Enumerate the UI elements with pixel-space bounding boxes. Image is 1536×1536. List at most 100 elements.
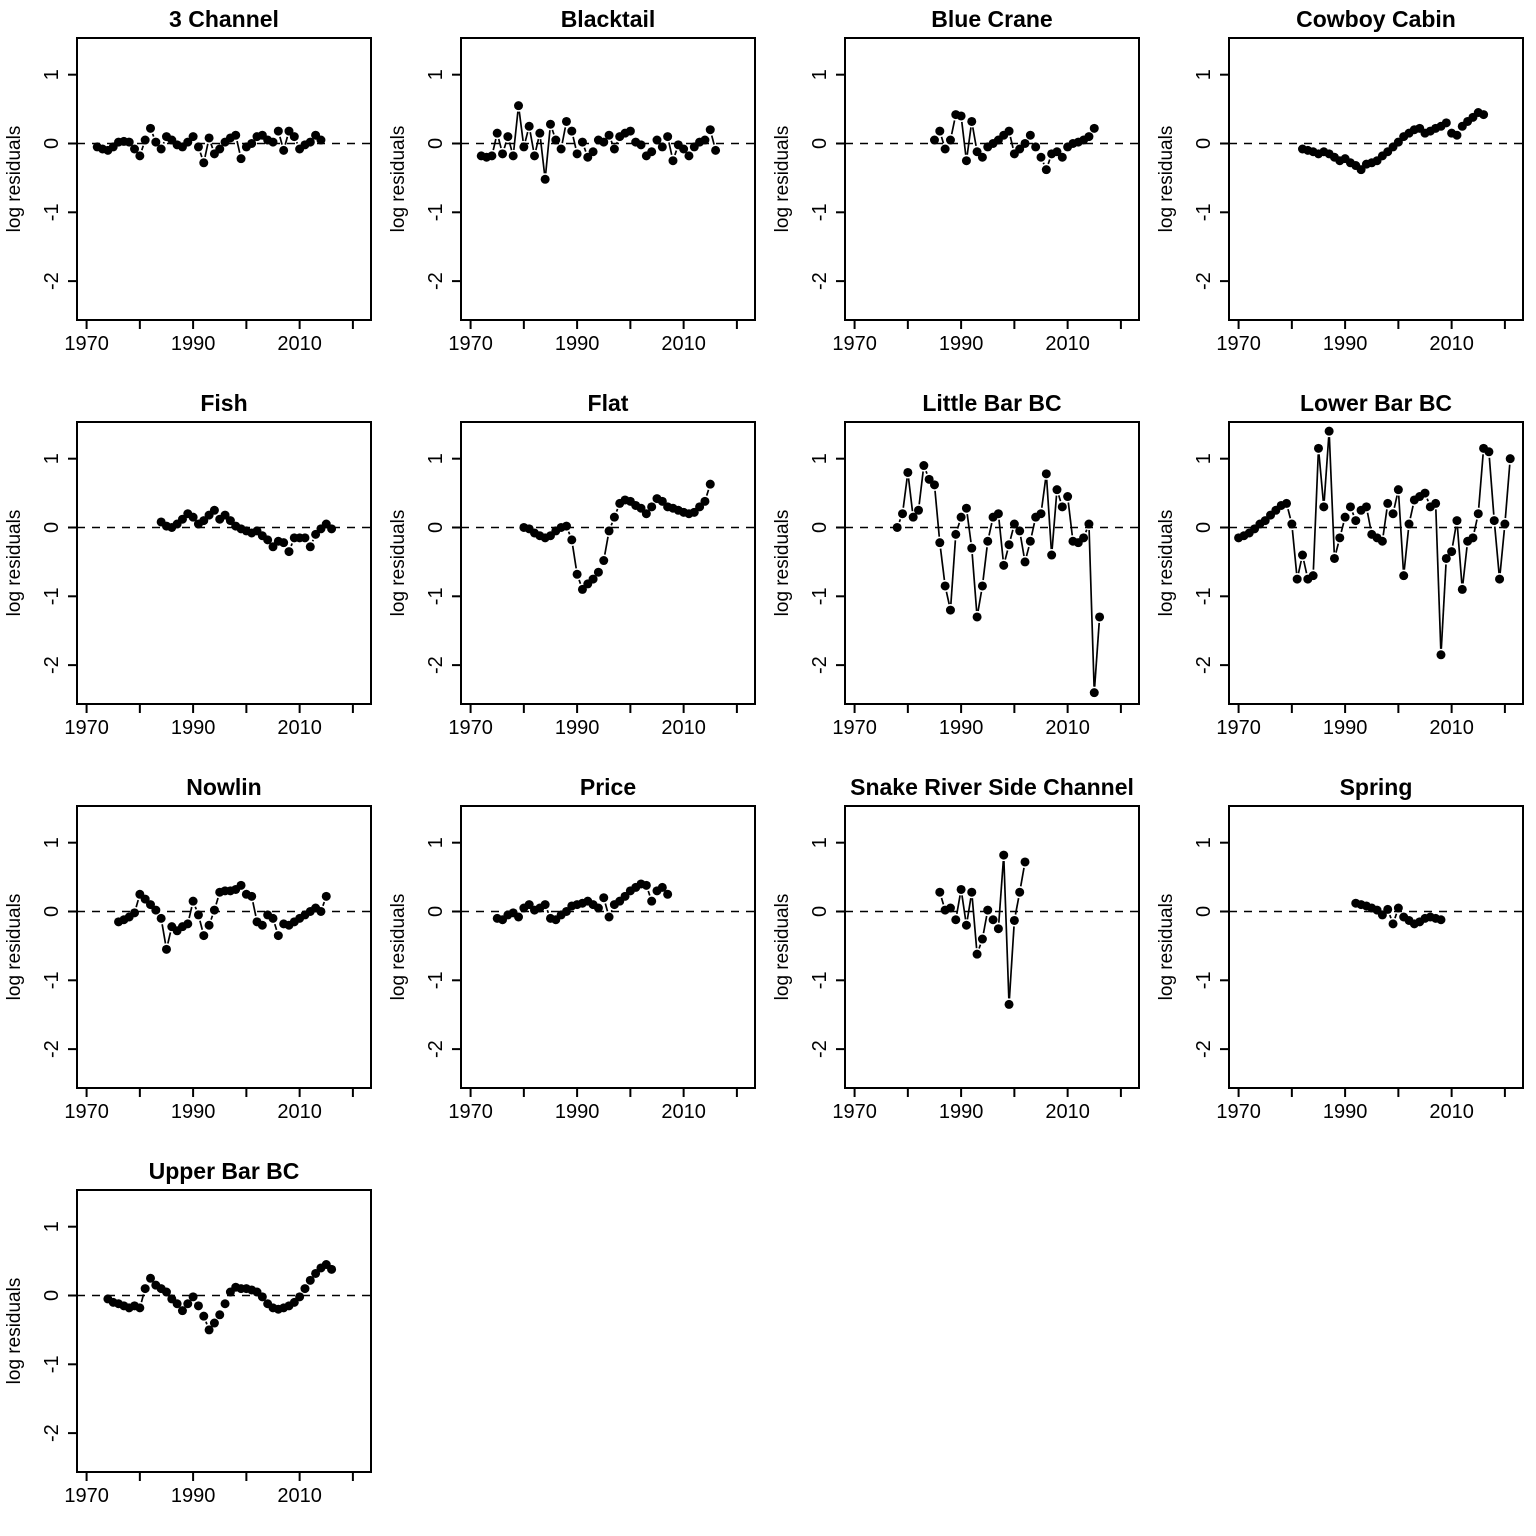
data-point	[1335, 533, 1345, 543]
y-axis: 1 0 -1 -2	[425, 69, 461, 290]
data-point	[1319, 502, 1329, 512]
x-axis: 1970 1990 2010	[832, 1088, 1122, 1123]
data-points	[929, 110, 1099, 175]
line-segment	[1318, 454, 1325, 501]
data-point	[124, 137, 134, 147]
panel-title: Spring	[1340, 774, 1413, 800]
y-tick-label: 1	[1193, 837, 1215, 848]
x-tick-label: 2010	[661, 1101, 706, 1123]
data-point	[1020, 857, 1030, 867]
line-segment	[204, 143, 209, 158]
y-tick-label: -2	[809, 656, 831, 674]
data-points	[892, 461, 1105, 698]
plot-area: 1970 1990 2010 1 0 -1 -2	[41, 805, 372, 1123]
x-tick-label: 2010	[1045, 1101, 1090, 1123]
data-point	[188, 1292, 198, 1302]
line-segment	[1047, 159, 1051, 165]
x-tick-label: 2010	[1045, 333, 1090, 355]
data-point	[652, 135, 662, 145]
y-axis: 1 0 -1 -2	[1193, 69, 1229, 290]
line-segment	[1093, 622, 1101, 687]
data-point	[300, 533, 310, 543]
plot-area: 1970 1990 2010 1 0 -1 -2	[41, 37, 372, 355]
y-tick-label: 0	[809, 522, 831, 533]
series-line	[140, 1294, 208, 1325]
data-point	[305, 542, 315, 552]
panel-title: Blue Crane	[931, 6, 1052, 32]
line-segment	[966, 898, 972, 920]
panel-title: Nowlin	[186, 774, 261, 800]
line-segment	[279, 136, 283, 145]
data-point	[209, 1318, 219, 1328]
data-point	[1441, 553, 1451, 563]
data-point	[305, 137, 315, 147]
data-point	[705, 125, 715, 135]
x-tick-label: 1970	[64, 1485, 109, 1507]
data-point	[636, 140, 646, 150]
data-point	[1436, 915, 1446, 925]
data-point	[1287, 519, 1297, 529]
data-point	[1436, 650, 1446, 660]
chart-panel-spring: Spring log residuals 1970 1990 2010 1 0 -1 -2	[1152, 768, 1536, 1152]
line-segment	[162, 141, 165, 144]
x-tick-label: 1990	[555, 717, 600, 739]
y-tick-label: 1	[425, 69, 447, 80]
line-segment	[578, 579, 582, 585]
line-segment	[925, 470, 928, 475]
plot-area: 1970 1990 2010 1 0 -1 -2	[425, 421, 756, 739]
data-point	[945, 605, 955, 615]
chart-panel-blue-crane: Blue Crane log residuals 1970 1990 2010 1 0 -…	[768, 0, 1152, 384]
y-axis-label: log residuals	[1156, 510, 1177, 617]
x-axis: 1970 1990 2010	[448, 704, 738, 739]
y-tick-label: 0	[425, 906, 447, 917]
line-segment	[705, 489, 710, 496]
line-segment	[236, 140, 241, 153]
line-segment	[205, 1321, 208, 1325]
data-point	[156, 913, 166, 923]
y-tick-label: 1	[809, 453, 831, 464]
data-point	[604, 130, 614, 140]
y-axis: 1 0 -1 -2	[809, 69, 845, 290]
data-point	[668, 156, 678, 166]
line-segment	[940, 897, 945, 905]
data-point	[951, 529, 961, 539]
y-axis: 1 0 -1 -2	[1193, 837, 1229, 1058]
data-point	[700, 135, 710, 145]
y-axis: 1 0 -1 -2	[425, 837, 461, 1058]
data-point	[1452, 516, 1462, 526]
data-point	[945, 135, 955, 145]
data-point	[961, 503, 971, 513]
y-axis: 1 0 -1 -2	[41, 69, 77, 290]
data-point	[599, 556, 609, 566]
x-axis: 1970 1990 2010	[1216, 320, 1506, 355]
line-segment	[1040, 479, 1047, 508]
series-line	[492, 111, 715, 174]
line-segment	[1042, 162, 1045, 165]
data-point	[188, 896, 198, 906]
line-segment	[710, 135, 715, 145]
series-line	[567, 489, 710, 585]
line-segment	[529, 132, 535, 151]
data-point	[498, 149, 508, 159]
line-segment	[551, 129, 555, 135]
data-point	[898, 509, 908, 519]
data-point	[236, 154, 246, 164]
data-point	[641, 880, 651, 890]
line-segment	[1328, 437, 1336, 553]
data-point	[967, 543, 977, 553]
x-tick-label: 1970	[1216, 333, 1261, 355]
y-tick-label: -1	[41, 1355, 63, 1373]
line-segment	[199, 920, 204, 930]
y-axis-label: log residuals	[772, 894, 793, 1001]
line-segment	[668, 142, 673, 156]
plot-area: 1970 1990 2010 1 0 -1 -2	[1193, 805, 1524, 1123]
data-point	[908, 512, 918, 522]
line-segment	[151, 133, 155, 137]
x-tick-label: 2010	[1045, 717, 1090, 739]
y-tick-label: 0	[41, 906, 63, 917]
data-point	[524, 121, 534, 131]
line-segment	[971, 127, 977, 146]
x-tick-label: 2010	[277, 717, 322, 739]
line-segment	[1456, 526, 1463, 584]
data-point	[961, 156, 971, 166]
